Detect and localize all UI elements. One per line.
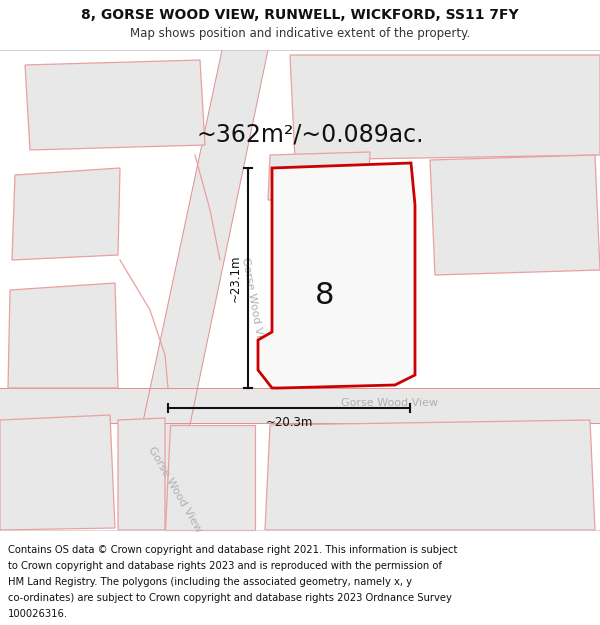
Text: co-ordinates) are subject to Crown copyright and database rights 2023 Ordnance S: co-ordinates) are subject to Crown copyr…	[8, 593, 452, 603]
Polygon shape	[165, 425, 255, 530]
Bar	[0, 388, 600, 423]
Polygon shape	[380, 205, 413, 255]
Bar	[0, 530, 600, 625]
Text: ~23.1m: ~23.1m	[229, 254, 241, 302]
Text: Map shows position and indicative extent of the property.: Map shows position and indicative extent…	[130, 28, 470, 41]
Polygon shape	[430, 155, 600, 275]
Polygon shape	[120, 50, 268, 530]
Bar	[0, 50, 600, 530]
Text: Contains OS data © Crown copyright and database right 2021. This information is : Contains OS data © Crown copyright and d…	[8, 545, 457, 555]
Polygon shape	[258, 163, 415, 388]
Polygon shape	[290, 55, 600, 160]
Polygon shape	[118, 418, 165, 530]
Text: to Crown copyright and database rights 2023 and is reproduced with the permissio: to Crown copyright and database rights 2…	[8, 561, 442, 571]
Polygon shape	[25, 60, 205, 150]
Text: Gorse Wood View: Gorse Wood View	[239, 256, 266, 354]
Polygon shape	[265, 420, 595, 530]
Text: 100026316.: 100026316.	[8, 609, 68, 619]
Bar	[0, 50, 600, 530]
Polygon shape	[8, 283, 118, 388]
Polygon shape	[268, 152, 370, 200]
Text: HM Land Registry. The polygons (including the associated geometry, namely x, y: HM Land Registry. The polygons (includin…	[8, 577, 412, 587]
Polygon shape	[12, 168, 120, 260]
Polygon shape	[0, 415, 115, 530]
Polygon shape	[285, 220, 380, 355]
Text: ~362m²/~0.089ac.: ~362m²/~0.089ac.	[196, 123, 424, 147]
Text: 8, GORSE WOOD VIEW, RUNWELL, WICKFORD, SS11 7FY: 8, GORSE WOOD VIEW, RUNWELL, WICKFORD, S…	[81, 8, 519, 22]
Text: ~20.3m: ~20.3m	[265, 416, 313, 429]
Text: Gorse Wood View: Gorse Wood View	[341, 398, 439, 408]
Text: Gorse Wood View: Gorse Wood View	[146, 446, 203, 534]
Text: 8: 8	[315, 281, 335, 309]
